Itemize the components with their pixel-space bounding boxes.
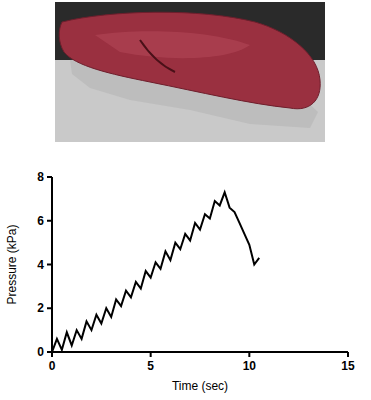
x-axis-title: Time (sec) [172, 379, 228, 393]
plot-area [52, 192, 259, 352]
y-tick-label: 0 [37, 345, 44, 359]
y-tick [47, 264, 52, 266]
x-axis [52, 351, 348, 353]
x-tick [51, 352, 53, 357]
x-tick [248, 352, 250, 357]
y-tick-label: 6 [37, 214, 44, 228]
x-tick-label: 15 [341, 359, 355, 373]
x-tick-label: 5 [147, 359, 154, 373]
pressure-line [52, 192, 259, 352]
x-tick-label: 0 [49, 359, 56, 373]
lung-fissure [140, 40, 175, 72]
x-tick [347, 352, 349, 357]
x-tick [150, 352, 152, 357]
lung-photo [55, 2, 325, 142]
y-tick [47, 176, 52, 178]
y-tick-label: 8 [37, 170, 44, 184]
photo-background [55, 2, 325, 142]
y-tick [47, 220, 52, 222]
lung-highlight [95, 31, 250, 58]
y-tick-label: 4 [37, 258, 44, 272]
figure: 0 2 4 6 8 0 5 10 15 Time (sec) Pressure (kPa) [0, 0, 371, 400]
y-tick-label: 2 [37, 301, 44, 315]
y-tick [47, 307, 52, 309]
y-axis-title: Pressure (kPa) [5, 224, 19, 304]
x-tick-label: 10 [243, 359, 257, 373]
lung [59, 12, 320, 109]
